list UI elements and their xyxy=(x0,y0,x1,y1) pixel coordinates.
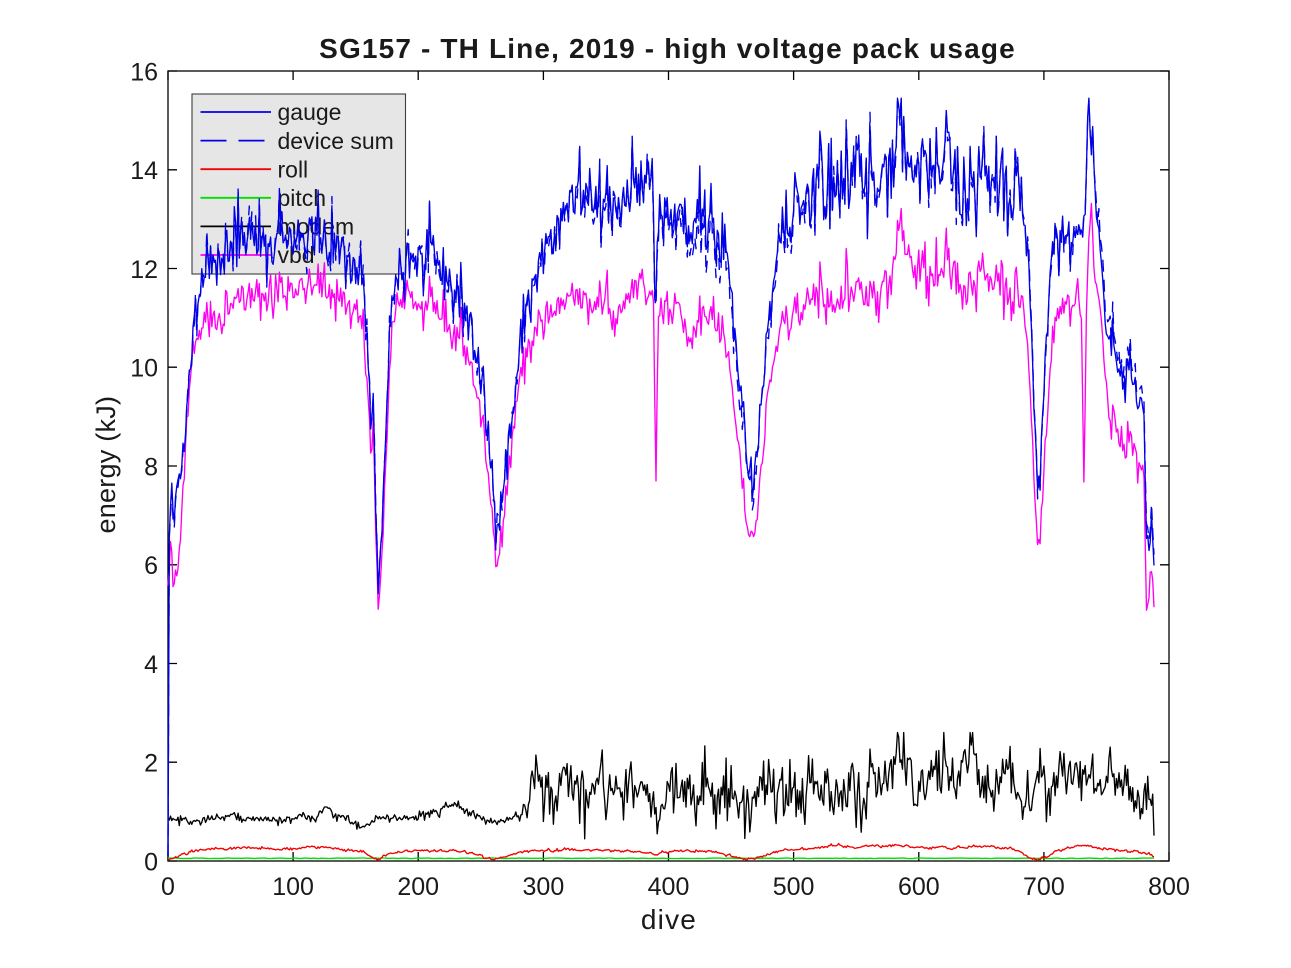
svg-text:400: 400 xyxy=(648,873,690,901)
svg-text:10: 10 xyxy=(130,355,158,383)
svg-text:2: 2 xyxy=(144,750,158,778)
svg-text:0: 0 xyxy=(161,873,175,901)
svg-text:700: 700 xyxy=(1023,873,1065,901)
svg-text:gauge: gauge xyxy=(278,99,342,125)
svg-text:12: 12 xyxy=(130,256,158,284)
svg-text:16: 16 xyxy=(130,58,158,86)
svg-text:500: 500 xyxy=(773,873,815,901)
svg-text:8: 8 xyxy=(144,453,158,481)
svg-text:800: 800 xyxy=(1148,873,1190,901)
svg-text:6: 6 xyxy=(144,552,158,580)
svg-text:dive: dive xyxy=(641,904,697,935)
svg-text:200: 200 xyxy=(397,873,439,901)
svg-text:300: 300 xyxy=(523,873,565,901)
svg-text:energy (kJ): energy (kJ) xyxy=(91,396,121,534)
svg-text:0: 0 xyxy=(144,848,158,876)
svg-text:device sum: device sum xyxy=(278,128,394,154)
svg-text:4: 4 xyxy=(144,651,158,679)
svg-text:SG157 - TH Line, 2019 - high v: SG157 - TH Line, 2019 - high voltage pac… xyxy=(319,33,1016,64)
svg-text:600: 600 xyxy=(898,873,940,901)
svg-text:14: 14 xyxy=(130,157,158,185)
svg-text:roll: roll xyxy=(278,156,309,182)
svg-text:100: 100 xyxy=(272,873,314,901)
